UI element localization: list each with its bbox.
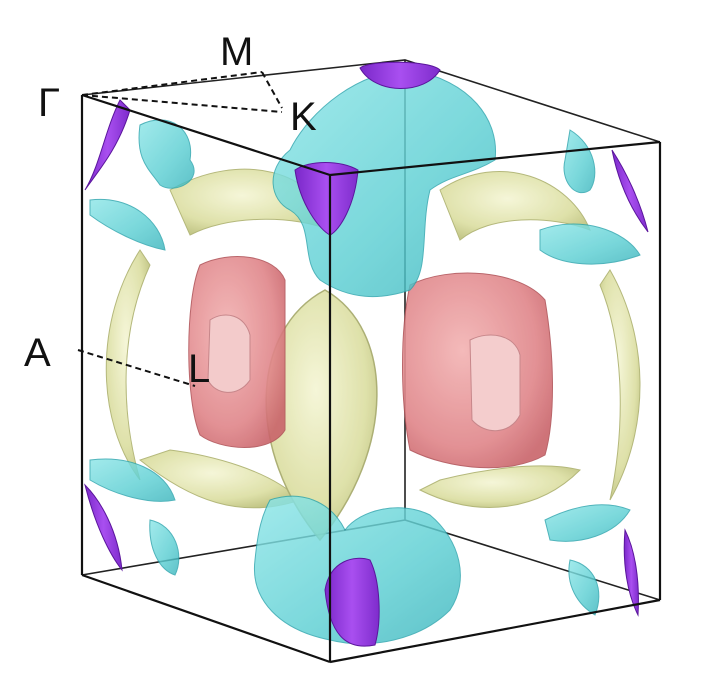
label-l: L <box>188 347 210 391</box>
label-gamma: Γ <box>38 81 60 125</box>
label-a: A <box>24 331 51 375</box>
label-k: K <box>290 95 317 139</box>
label-m: M <box>220 30 253 74</box>
k-path-lines <box>77 71 283 387</box>
purple-fermi-sheets <box>84 61 649 647</box>
red-fermi-pockets <box>188 256 553 469</box>
brillouin-zone-box <box>80 93 662 664</box>
